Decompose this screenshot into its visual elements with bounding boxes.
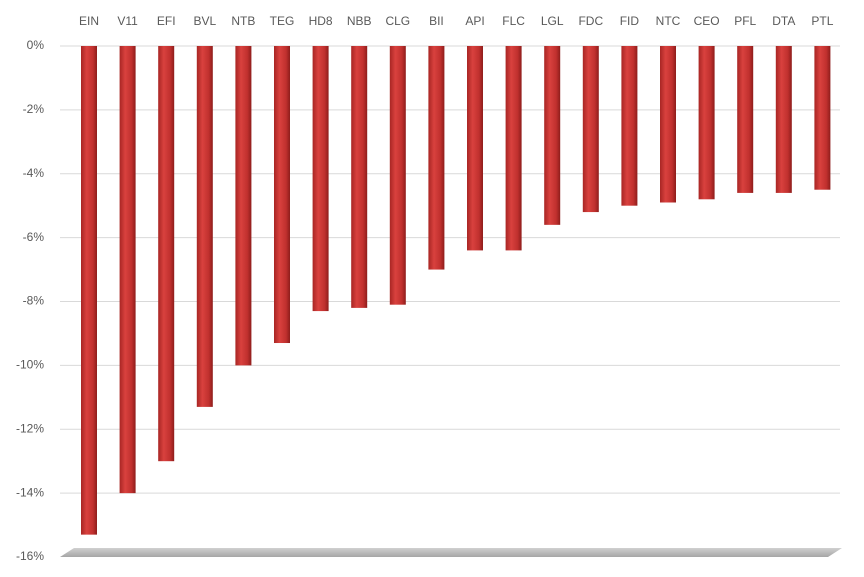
bar bbox=[544, 46, 561, 225]
y-tick-label: -12% bbox=[16, 421, 44, 435]
bar bbox=[235, 46, 252, 366]
x-tick-label: V11 bbox=[117, 14, 138, 28]
bar bbox=[119, 46, 136, 494]
bar bbox=[274, 46, 290, 344]
bar bbox=[582, 46, 599, 213]
chart-floor bbox=[60, 548, 842, 557]
y-tick-label: -4% bbox=[23, 166, 45, 180]
x-tick-label: TEG bbox=[270, 14, 295, 28]
bar bbox=[428, 46, 445, 270]
x-tick-label: FLC bbox=[502, 14, 525, 28]
bar bbox=[351, 46, 368, 308]
x-tick-label: PFL bbox=[734, 14, 756, 28]
bar bbox=[698, 46, 715, 200]
y-tick-label: -8% bbox=[23, 294, 45, 308]
x-tick-label: BII bbox=[429, 14, 444, 28]
x-tick-label: NBB bbox=[347, 14, 372, 28]
x-tick-label: BVL bbox=[193, 14, 216, 28]
x-tick-label: EFI bbox=[157, 14, 176, 28]
x-tick-label: API bbox=[465, 14, 484, 28]
bar bbox=[158, 46, 175, 462]
x-tick-label: FID bbox=[620, 14, 640, 28]
y-tick-label: -6% bbox=[23, 230, 45, 244]
y-tick-label: -2% bbox=[23, 102, 45, 116]
x-tick-label: HD8 bbox=[309, 14, 333, 28]
bar bbox=[775, 46, 792, 193]
x-tick-label: NTC bbox=[656, 14, 681, 28]
bar bbox=[660, 46, 676, 203]
y-tick-label: 0% bbox=[27, 38, 45, 52]
x-tick-label: NTB bbox=[231, 14, 255, 28]
bar bbox=[312, 46, 329, 312]
bar bbox=[389, 46, 406, 305]
x-tick-label: CLG bbox=[385, 14, 410, 28]
bar bbox=[814, 46, 831, 190]
bar bbox=[467, 46, 483, 251]
x-tick-label: LGL bbox=[541, 14, 564, 28]
y-tick-label: -16% bbox=[16, 549, 44, 563]
x-tick-label: DTA bbox=[772, 14, 795, 28]
y-tick-label: -14% bbox=[16, 485, 44, 499]
bar bbox=[81, 46, 97, 535]
x-tick-label: PTL bbox=[811, 14, 833, 28]
bar bbox=[621, 46, 638, 206]
bar bbox=[737, 46, 754, 193]
bar bbox=[196, 46, 213, 407]
x-tick-label: CEO bbox=[694, 14, 720, 28]
x-tick-label: EIN bbox=[79, 14, 99, 28]
x-tick-label: FDC bbox=[578, 14, 603, 28]
y-tick-label: -10% bbox=[16, 358, 44, 372]
bar bbox=[505, 46, 522, 251]
